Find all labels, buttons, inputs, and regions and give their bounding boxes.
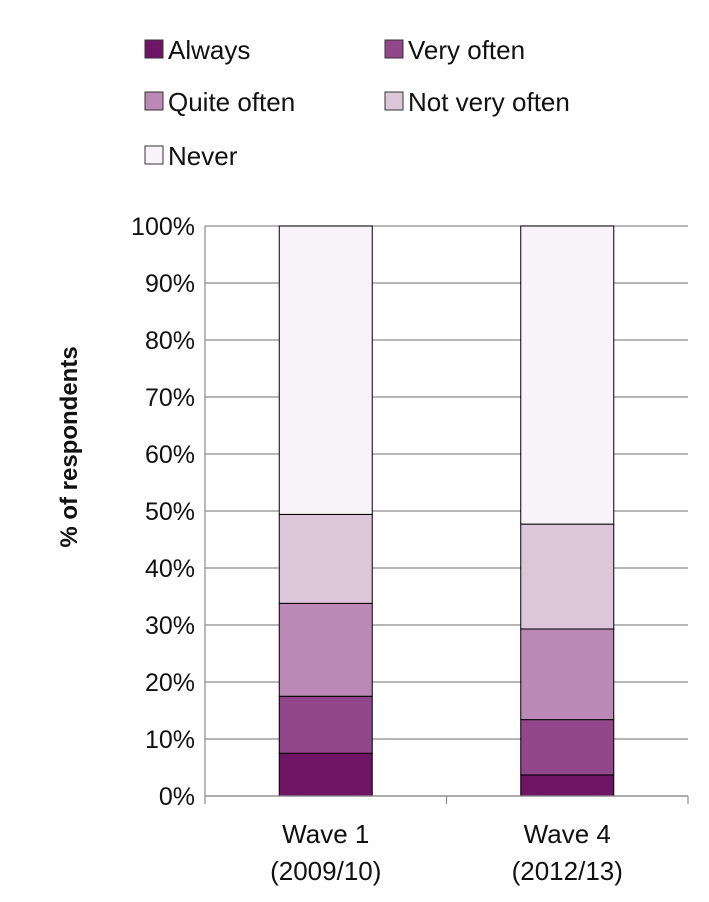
legend-item-quite-often: Quite often	[144, 87, 295, 117]
legend-label: Never	[168, 141, 238, 171]
bar-segment-not-very-often	[520, 523, 615, 630]
gridlines	[205, 225, 688, 797]
legend-swatch	[144, 145, 164, 165]
y-tick-label: 20%	[145, 669, 195, 697]
x-category-label: Wave 4	[524, 819, 611, 849]
y-tick-label: 0%	[159, 783, 195, 811]
y-tick-label: 60%	[145, 441, 195, 469]
y-tick-label: 90%	[145, 270, 195, 298]
y-tick-label: 30%	[145, 612, 195, 640]
x-category-labels: Wave 1 (2009/10) Wave 4 (2012/13)	[270, 819, 623, 886]
bar-segment-always	[520, 774, 615, 797]
x-category-label: (2012/13)	[512, 856, 623, 886]
bar-segment-very-often	[278, 695, 373, 754]
legend-swatch	[144, 39, 164, 59]
axes	[204, 226, 689, 804]
bar-segment-very-often	[520, 719, 615, 776]
legend-item-not-very-often: Not very often	[384, 87, 570, 117]
bar-segment-quite-often	[520, 628, 615, 721]
legend-item-very-often: Very often	[384, 35, 525, 65]
y-tick-label: 10%	[145, 726, 195, 754]
legend-label: Not very often	[408, 87, 570, 117]
y-tick-label: 40%	[145, 555, 195, 583]
bar-segment-never	[520, 225, 615, 525]
y-tick-label: 80%	[145, 327, 195, 355]
legend-label: Always	[168, 35, 250, 65]
bar-segment-always	[278, 752, 373, 797]
bar-segment-not-very-often	[278, 513, 373, 604]
bar-segment-never	[278, 225, 373, 515]
x-category-label: (2009/10)	[270, 856, 381, 886]
x-category-label: Wave 1	[282, 819, 369, 849]
legend-item-always: Always	[144, 35, 250, 65]
bars	[278, 225, 615, 797]
legend-swatch	[384, 39, 404, 59]
legend-label: Quite often	[168, 87, 295, 117]
y-tick-label: 50%	[145, 498, 195, 526]
legend-label: Very often	[408, 35, 525, 65]
y-tick-label: 70%	[145, 384, 195, 412]
legend-swatch	[384, 91, 404, 111]
bar-segment-quite-often	[278, 602, 373, 697]
chart-legend: Always Very often Quite often Not very ofte…	[144, 35, 570, 171]
legend-swatch	[144, 91, 164, 111]
y-tick-labels: 0% 10% 20% 30% 40% 50% 60% 70% 80% 90% 100%	[131, 213, 195, 811]
y-tick-label: 100%	[131, 213, 195, 241]
legend-item-never: Never	[144, 141, 238, 171]
y-axis-label: % of respondents	[56, 346, 83, 547]
